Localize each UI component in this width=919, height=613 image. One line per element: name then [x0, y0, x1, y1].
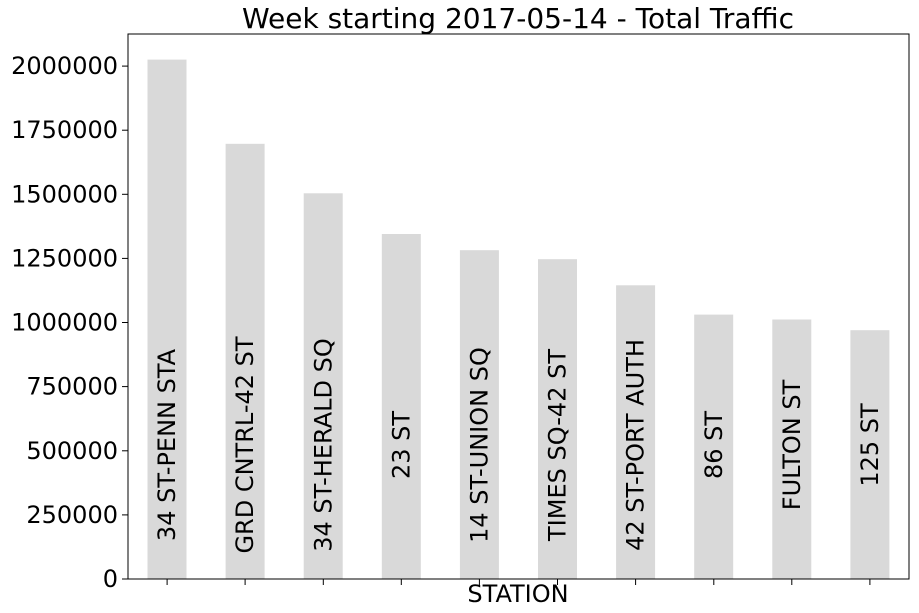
y-tick-label: 750000 [26, 373, 118, 401]
plot-frame [127, 33, 910, 580]
bar-category-label: 34 ST-HERALD SQ [309, 338, 337, 551]
bars-group: 34 ST-PENN STA GRD CNTRL-42 ST 34 ST-HERAL… [147, 59, 890, 580]
y-axis: 0 250000 500000 750000 1000000 1250000 1500000… [11, 52, 128, 593]
bar-category-label: 23 ST [387, 411, 415, 479]
bar [381, 234, 421, 579]
bar [225, 143, 265, 580]
bar [303, 193, 343, 580]
y-tick-label: 0 [103, 565, 118, 593]
y-tick-label: 1250000 [11, 244, 118, 272]
bar [850, 330, 890, 579]
y-tick-label: 1000000 [11, 309, 118, 337]
bar [616, 285, 656, 579]
bar [147, 59, 187, 580]
bar [694, 314, 734, 579]
bar-category-label: 86 ST [700, 411, 728, 479]
y-tick-label: 2000000 [11, 52, 118, 80]
chart-title: Week starting 2017-05-14 - Total Traffic [242, 2, 794, 35]
y-tick-label: 1750000 [11, 116, 118, 144]
bar [459, 250, 499, 579]
bar-category-label: 34 ST-PENN STA [153, 348, 181, 541]
bar-category-label: FULTON ST [778, 379, 806, 510]
x-axis [166, 579, 871, 585]
y-tick-label: 1500000 [11, 180, 118, 208]
bar [538, 259, 577, 579]
bar-category-label: 14 ST-UNION SQ [465, 347, 493, 543]
bar-category-label: 42 ST-PORT AUTH [622, 339, 650, 551]
bar-category-label: 125 ST [856, 403, 884, 487]
bar [772, 319, 812, 579]
bar-category-label: TIMES SQ-42 ST [544, 349, 572, 542]
y-tick-label: 250000 [26, 501, 118, 529]
bar-category-label: GRD CNTRL-42 ST [231, 336, 259, 553]
y-tick-label: 500000 [26, 437, 118, 465]
x-axis-label: STATION [467, 580, 568, 608]
